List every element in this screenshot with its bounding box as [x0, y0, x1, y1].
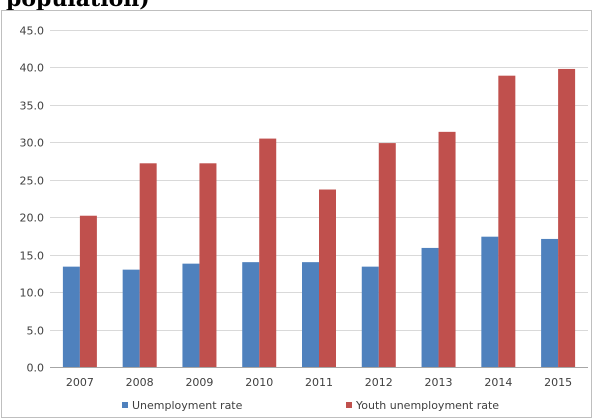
x-tick-label: 2009 — [185, 376, 213, 389]
bar-unemployment — [122, 269, 140, 367]
y-tick-label: 10.0 — [20, 287, 45, 300]
bar-unemployment — [421, 247, 439, 367]
x-tick-label: 2013 — [425, 376, 453, 389]
x-tick-label: 2015 — [544, 376, 572, 389]
legend-label: Youth unemployment rate — [355, 399, 499, 412]
y-tick-label: 45.0 — [20, 25, 45, 38]
bar-youth-unemployment — [139, 163, 157, 367]
y-tick-label: 5.0 — [27, 325, 45, 338]
bar-unemployment — [242, 262, 260, 367]
y-tick-label: 30.0 — [20, 137, 45, 150]
bar-unemployment — [541, 238, 559, 367]
y-tick-label: 35.0 — [20, 100, 45, 113]
bar-unemployment — [182, 263, 200, 367]
bar-youth-unemployment — [79, 215, 97, 367]
legend-swatch — [122, 402, 128, 408]
bar-youth-unemployment — [378, 143, 396, 367]
bar-unemployment — [481, 236, 499, 367]
bar-youth-unemployment — [558, 68, 576, 367]
bar-youth-unemployment — [498, 75, 516, 367]
y-tick-label: 25.0 — [20, 175, 45, 188]
legend-label: Unemployment rate — [132, 399, 243, 412]
legend: Unemployment rate Youth unemployment rate — [122, 399, 499, 412]
x-tick-label: 2007 — [66, 376, 94, 389]
x-tick-label: 2010 — [245, 376, 273, 389]
bar-unemployment — [62, 266, 80, 367]
chart-caption: population) — [6, 0, 150, 12]
x-tick-label: 2011 — [305, 376, 333, 389]
x-tick-label: 2012 — [365, 376, 393, 389]
bar-unemployment — [302, 262, 319, 367]
x-axis-ticks: 2007 2008 2009 2010 2011 2012 2013 2014 2015 — [66, 376, 572, 389]
legend-swatch — [346, 402, 352, 408]
y-tick-label: 15.0 — [20, 250, 45, 263]
bars — [62, 68, 576, 367]
bar-youth-unemployment — [319, 189, 336, 367]
x-tick-label: 2008 — [126, 376, 154, 389]
bar-youth-unemployment — [259, 138, 277, 367]
y-axis-ticks: 0.0 5.0 10.0 15.0 20.0 25.0 30.0 35.0 40.0 45.0 — [20, 25, 45, 375]
bar-youth-unemployment — [199, 163, 217, 367]
y-tick-label: 40.0 — [20, 62, 45, 75]
y-tick-label: 20.0 — [20, 212, 45, 225]
bar-youth-unemployment — [438, 131, 456, 367]
x-tick-label: 2014 — [484, 376, 512, 389]
y-tick-label: 0.0 — [27, 362, 45, 375]
bar-unemployment — [361, 266, 379, 367]
